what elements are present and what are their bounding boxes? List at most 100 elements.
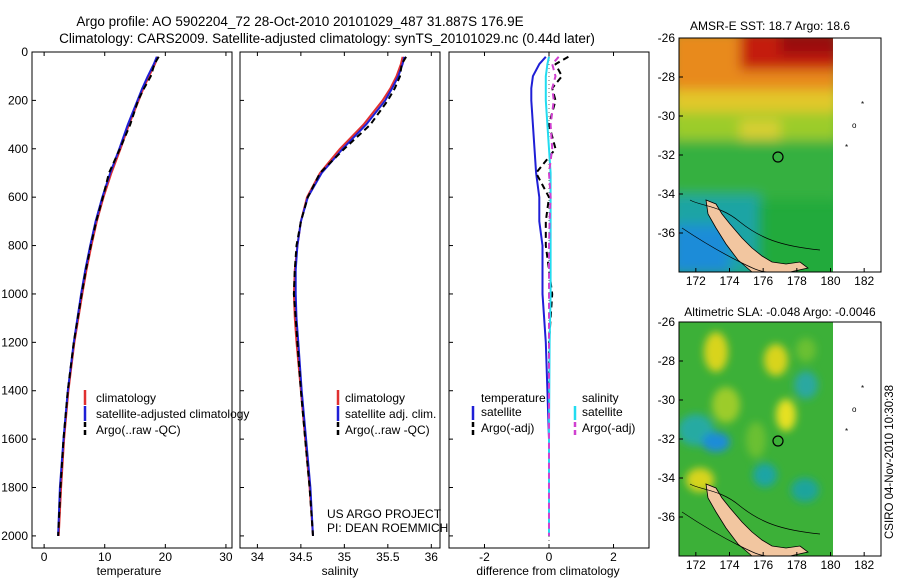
map-y-tick-label: -30 (658, 393, 676, 407)
map-y-tick-label: -28 (658, 70, 676, 84)
depth-tick-label: 800 (8, 239, 28, 253)
legend-label: Argo(..raw -QC) (96, 423, 181, 437)
map-y-tick-label: -26 (658, 315, 676, 329)
timestamp-label: CSIRO 04-Nov-2010 10:30:38 (884, 385, 896, 539)
temperature-plot-frame (31, 51, 233, 549)
map-x-tick-label: 180 (820, 274, 840, 288)
depth-tick-label: 2000 (1, 529, 28, 543)
legend-label: Argo(-adj) (582, 421, 635, 435)
map-x-tick-label: 172 (686, 558, 706, 572)
map-y-tick-label: -36 (658, 510, 676, 524)
float-position-marker (772, 435, 784, 447)
x-tick-label: -2 (479, 550, 490, 564)
depth-axis: 0 200 400 600 800 1000 1200 1400 1600 1800 2000 (1, 45, 453, 543)
x-tick-label: 34.5 (289, 550, 313, 564)
legend-label: Argo(-adj) (481, 421, 534, 435)
x-tick-label: 0 (546, 550, 553, 564)
legend-header-salinity: salinity (582, 391, 619, 405)
map-x-tick-label: 182 (854, 558, 874, 572)
project-credit-line2: PI: DEAN ROEMMICH (327, 521, 448, 535)
map-x-tick-label: 180 (820, 558, 840, 572)
salinity-plot-frame (239, 51, 441, 549)
x-tick-label: 30 (219, 550, 233, 564)
island-markers: * o * (845, 100, 864, 152)
depth-tick-label: 600 (8, 190, 28, 204)
temp-argo-diff-line (535, 55, 569, 536)
x-tick-label: 10 (98, 550, 112, 564)
svg-text:*: * (845, 143, 848, 152)
map-y-tick-label: -26 (658, 31, 676, 45)
depth-tick-label: 400 (8, 142, 28, 156)
figure-title-line1: Argo profile: AO 5902204_72 28-Oct-2010 … (76, 14, 523, 29)
sst-map-land (681, 199, 821, 273)
map-y-tick-label: -34 (658, 187, 676, 201)
x-tick-label: 0 (41, 550, 48, 564)
climatology-line (292, 56, 404, 536)
map-y-tick-label: -34 (658, 471, 676, 485)
temp-satellite-diff-line (530, 56, 550, 536)
map-y-tick-label: -32 (658, 432, 676, 446)
x-axis-ticks: 0 10 20 30 34 34.5 35 35.5 36 -2 0 2 (41, 52, 617, 564)
difference-axis-label: difference from climatology (476, 564, 619, 578)
difference-legend: temperature salinity satellite Argo(-adj… (471, 391, 635, 436)
depth-tick-label: 1200 (1, 335, 28, 349)
depth-tick-label: 0 (21, 45, 28, 59)
depth-tick-label: 1800 (1, 481, 28, 495)
argo-line (57, 56, 160, 536)
depth-tick-label: 200 (8, 93, 28, 107)
depth-tick-label: 1600 (1, 432, 28, 446)
salinity-series (292, 56, 407, 536)
sla-map-title: Altimetric SLA: -0.048 Argo: -0.0046 (684, 305, 876, 319)
legend-label: satellite adj. clim. (345, 407, 436, 421)
difference-series (530, 52, 569, 548)
svg-text:o: o (852, 405, 857, 414)
depth-tick-label: 1400 (1, 384, 28, 398)
map-x-tick-label: 172 (686, 274, 706, 288)
legend-label: Argo(..raw -QC) (345, 423, 430, 437)
sst-map-image (679, 38, 833, 272)
sst-map-nodata (833, 38, 881, 272)
argo-line (292, 56, 407, 536)
island-markers: * o * (845, 384, 864, 436)
sal-argo-diff-line (548, 56, 560, 536)
satellite-line (294, 56, 406, 536)
x-tick-label: 35.5 (376, 550, 400, 564)
map-x-tick-label: 174 (719, 558, 739, 572)
map-x-tick-label: 178 (787, 558, 807, 572)
float-position-marker (772, 151, 784, 163)
salinity-legend: climatology satellite adj. clim. Argo(..… (327, 390, 448, 535)
map-x-tick-label: 176 (753, 274, 773, 288)
map-y-tick-label: -30 (658, 109, 676, 123)
map-x-tick-label: 182 (854, 274, 874, 288)
sst-map-ticks: 172 174 176 178 180 182 -26 -28 -30 -32 -34 -36 (658, 31, 875, 288)
legend-label: climatology (345, 391, 405, 405)
map-x-tick-label: 176 (753, 558, 773, 572)
x-tick-label: 34 (251, 550, 265, 564)
project-credit-line1: US ARGO PROJECT (327, 507, 442, 521)
x-tick-label: 2 (610, 550, 617, 564)
map-x-tick-label: 174 (719, 274, 739, 288)
temperature-axis-label: temperature (97, 564, 162, 578)
legend-label: satellite-adjusted climatology (96, 407, 249, 421)
legend-label: satellite (481, 405, 522, 419)
temperature-legend: climatology satellite-adjusted climatolo… (83, 390, 249, 437)
svg-text:*: * (861, 100, 864, 109)
x-tick-label: 20 (159, 550, 173, 564)
figure-title-line2: Climatology: CARS2009. Satellite-adjuste… (59, 31, 595, 46)
sla-map-nodata (833, 322, 881, 556)
x-tick-label: 36 (425, 550, 439, 564)
satellite-line (57, 56, 158, 536)
x-tick-label: 35 (338, 550, 352, 564)
svg-text:*: * (845, 427, 848, 436)
legend-label: climatology (96, 391, 156, 405)
map-x-tick-label: 178 (787, 274, 807, 288)
depth-tick-label: 1000 (1, 287, 28, 301)
map-y-tick-label: -28 (658, 354, 676, 368)
svg-text:*: * (861, 384, 864, 393)
legend-header-temperature: temperature (481, 391, 546, 405)
sla-map-land (681, 483, 821, 557)
svg-text:o: o (852, 121, 857, 130)
map-y-tick-label: -32 (658, 148, 676, 162)
temperature-series (57, 56, 160, 536)
map-y-tick-label: -36 (658, 226, 676, 240)
